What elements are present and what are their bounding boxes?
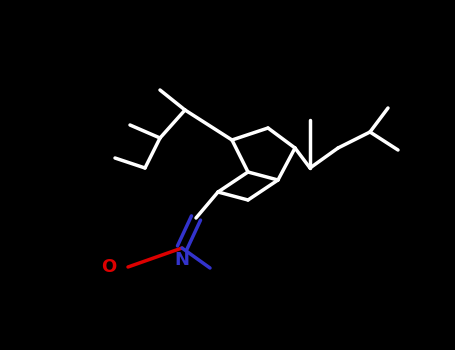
Text: N: N — [175, 251, 189, 269]
Text: O: O — [101, 258, 116, 276]
